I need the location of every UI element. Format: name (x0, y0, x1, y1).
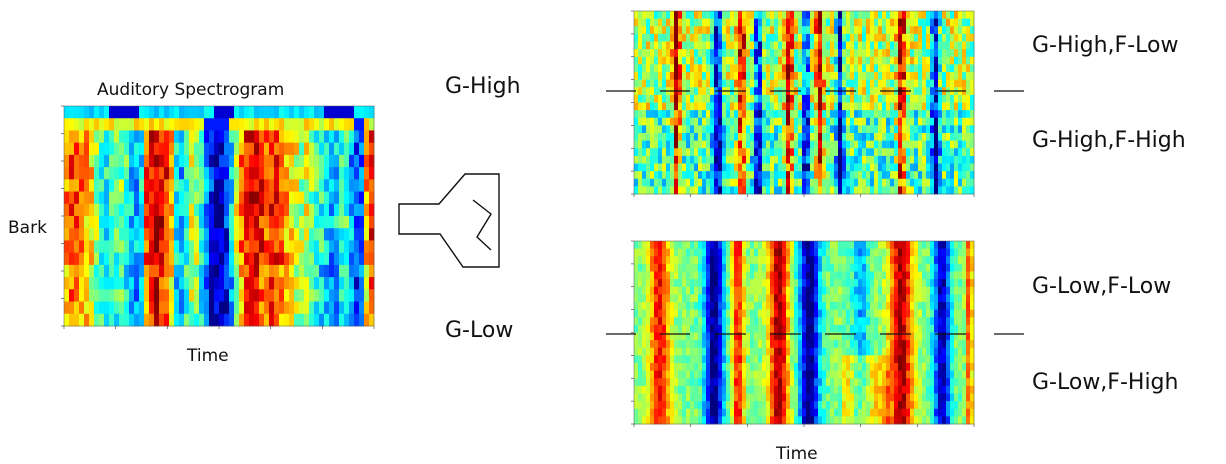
g-high-spectrogram (631, 10, 975, 197)
g-high-f-low-label: G-High,F-Low (1032, 33, 1179, 58)
g-high-label: G-High (445, 74, 521, 99)
g-high-f-high-label: G-High,F-High (1032, 128, 1186, 153)
g-low-label: G-Low (445, 318, 514, 343)
branch-arrow (398, 173, 500, 268)
bark-axis-label: Bark (8, 218, 47, 238)
g-low-spectrogram (631, 240, 975, 427)
left-time-label: Time (187, 346, 229, 366)
auditory-spectrogram (61, 105, 375, 329)
g-low-f-low-label: G-Low,F-Low (1032, 274, 1172, 299)
right-time-label: Time (776, 444, 818, 464)
g-low-f-high-label: G-Low,F-High (1032, 370, 1179, 395)
spectrogram-title: Auditory Spectrogram (97, 80, 285, 100)
